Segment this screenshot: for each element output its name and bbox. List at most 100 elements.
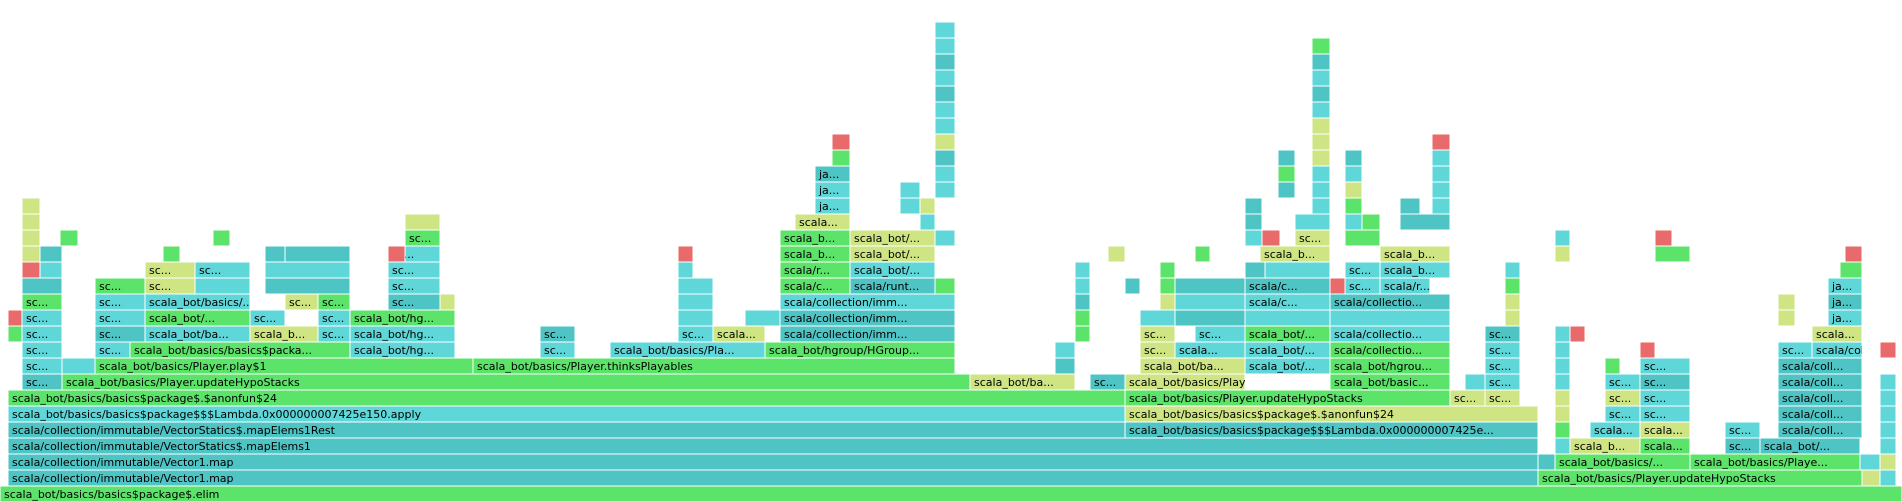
flame-frame[interactable] [1879,389,1897,407]
flame-frame[interactable]: sc... [1294,229,1331,247]
flame-frame[interactable] [934,165,956,183]
flame-frame-rect[interactable] [849,245,936,263]
flame-frame-rect[interactable] [1554,405,1571,423]
flame-frame[interactable] [1074,293,1091,311]
flame-frame-rect[interactable] [677,293,714,311]
flame-frame-rect[interactable] [1879,389,1897,407]
flame-frame-rect[interactable] [1504,261,1521,279]
flame-frame-rect[interactable] [1139,325,1176,343]
flame-frame[interactable]: scala/collection/imm... [779,325,956,343]
flame-frame[interactable]: scala_bot/basics/Player.updateHypoStacks [1124,389,1451,407]
flame-frame[interactable]: scala/collection/imm... [779,309,956,327]
flame-frame-rect[interactable] [1399,213,1451,231]
flame-frame[interactable]: sc... [539,325,576,343]
flame-frame-rect[interactable] [404,213,441,231]
flame-frame-rect[interactable] [1074,309,1091,327]
flame-frame[interactable] [1311,165,1331,183]
flame-frame[interactable]: scala_bot/ba... [969,373,1076,391]
flame-frame[interactable] [1174,277,1246,295]
flame-frame[interactable] [677,309,714,327]
flame-frame-rect[interactable] [1329,341,1451,359]
flame-frame[interactable] [1554,357,1571,375]
flame-frame-rect[interactable] [387,261,441,279]
flame-frame-rect[interactable] [831,133,851,151]
flame-frame-rect[interactable] [21,245,41,263]
flame-frame-rect[interactable] [1449,389,1486,407]
flame-frame-rect[interactable] [1074,293,1091,311]
flame-frame-rect[interactable] [779,229,851,247]
flame-frame[interactable] [1159,261,1176,279]
flame-frame-rect[interactable] [677,277,714,295]
flame-frame[interactable] [1554,341,1571,359]
flame-frame[interactable] [1311,69,1331,87]
flame-frame[interactable]: scala/coll... [1777,357,1863,375]
flame-frame-rect[interactable] [7,325,23,343]
flame-frame-rect[interactable] [61,357,96,375]
flame-frame-rect[interactable] [94,309,146,327]
flame-frame-rect[interactable] [1431,181,1451,199]
flame-frame-rect[interactable] [21,213,41,231]
flame-frame-rect[interactable] [934,53,956,71]
flame-frame[interactable]: sc... [1604,389,1641,407]
flame-frame[interactable] [1074,261,1091,279]
flame-frame[interactable]: scala_bot/basics/... [1554,453,1691,471]
flame-frame[interactable]: sc... [1484,389,1521,407]
flame-frame[interactable]: scala_bot/basics/basics$package$$$Lambda… [1124,421,1539,439]
flame-frame[interactable] [1311,53,1331,71]
flame-frame-rect[interactable] [1484,373,1521,391]
flame-frame-rect[interactable] [1311,149,1331,167]
flame-frame[interactable]: scala/collection/immutable/VectorStatics… [7,437,1539,455]
flame-frame[interactable]: sc... [1194,325,1246,343]
flame-frame[interactable] [387,245,406,263]
flame-frame-rect[interactable] [1294,213,1331,231]
flame-frame[interactable]: sc... [387,261,441,279]
flame-frame[interactable]: scala_bot/basics/basics$package$.elim [0,485,1902,502]
flame-frame[interactable] [1344,197,1363,215]
flame-frame[interactable]: sc... [387,293,441,311]
flame-frame-rect[interactable] [1054,341,1076,359]
flame-frame-rect[interactable] [94,341,131,359]
flame-frame-rect[interactable] [1827,309,1863,327]
flame-frame-rect[interactable] [1759,437,1861,455]
flame-frame-rect[interactable] [1554,389,1571,407]
flame-frame-rect[interactable] [1554,325,1571,343]
flame-frame-rect[interactable] [212,229,231,247]
flame-frame-rect[interactable] [849,229,936,247]
flame-frame[interactable] [1244,261,1266,279]
flame-frame-rect[interactable] [1431,133,1451,151]
flame-frame-rect[interactable] [1554,341,1571,359]
flame-frame-rect[interactable] [1259,245,1331,263]
flame-frame-rect[interactable] [1777,293,1796,311]
flame-frame[interactable]: scala_bot/basics/basics$package$$$Lambda… [7,405,1126,423]
flame-frame-rect[interactable] [1839,261,1863,279]
flame-frame-rect[interactable] [1431,165,1451,183]
flame-frame[interactable] [934,117,956,135]
flame-frame[interactable] [1554,437,1571,455]
flame-frame[interactable]: scala/collectio... [1329,341,1451,359]
flame-frame[interactable] [831,149,851,167]
flame-frame[interactable] [1554,325,1571,343]
flame-frame[interactable] [1639,341,1656,359]
flame-frame-rect[interactable] [1311,85,1331,103]
flame-frame-rect[interactable] [1089,373,1126,391]
flame-frame[interactable] [194,277,251,295]
flame-frame-rect[interactable] [1344,149,1363,167]
flame-frame[interactable] [934,229,956,247]
flame-frame-rect[interactable] [1879,405,1897,423]
flame-frame[interactable] [1504,293,1521,311]
flame-frame-rect[interactable] [814,165,851,183]
flame-frame[interactable] [934,69,956,87]
flame-frame-rect[interactable] [94,357,474,375]
flame-frame-rect[interactable] [1604,357,1621,375]
flame-frame[interactable] [1311,133,1331,151]
flame-frame[interactable]: scala_bot/hg... [349,309,456,327]
flame-frame[interactable] [1859,453,1881,471]
flame-frame[interactable] [1554,421,1571,439]
flame-frame[interactable] [1311,37,1331,55]
flame-frame-rect[interactable] [1329,325,1451,343]
flame-frame[interactable]: sc... [1139,325,1176,343]
flame-frame-rect[interactable] [1724,421,1761,439]
flame-frame[interactable]: scala_bot/... [849,229,936,247]
flame-frame[interactable] [899,181,921,199]
flame-frame-rect[interactable] [59,229,79,247]
